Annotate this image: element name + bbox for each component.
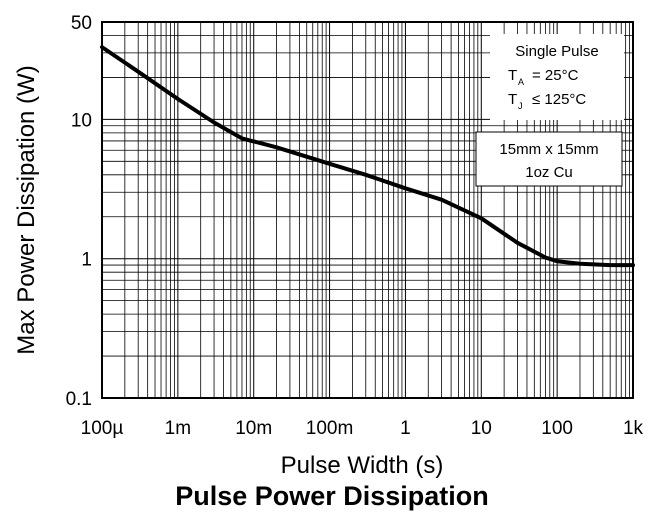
x-axis-label: Pulse Width (s)	[281, 452, 444, 479]
y-tick-label: 0.1	[66, 389, 92, 410]
x-tick-label: 1	[400, 418, 411, 439]
x-tick-label: 100	[541, 418, 573, 439]
chart-title: Pulse Power Dissipation	[175, 481, 489, 511]
annotation-board-size: 15mm x 15mm	[499, 141, 598, 158]
y-axis-label: Max Power Dissipation (W)	[13, 65, 40, 354]
annotation-ta-subscript: A	[518, 77, 524, 87]
annotation-tj-symbol: T	[508, 91, 517, 108]
x-tick-label: 10	[471, 418, 492, 439]
plot-frame	[101, 21, 634, 399]
y-tick-label: 50	[71, 13, 92, 34]
annotation-single-pulse: Single Pulse	[515, 43, 598, 60]
y-tick-label: 10	[71, 110, 92, 131]
x-tick-label: 100m	[306, 418, 354, 439]
annotation-tj-value: ≤ 125°C	[532, 91, 586, 108]
annotation-box-board: 15mm x 15mm 1oz Cu	[475, 131, 623, 187]
annotation-box-board-bg	[475, 131, 623, 187]
x-tick-label: 10m	[235, 418, 272, 439]
y-tick-labels: 0.1 1 10 50	[66, 13, 92, 410]
annotation-box-conditions: Single Pulse T A = 25°C T J ≤ 125°C	[490, 34, 624, 120]
annotation-copper-weight: 1oz Cu	[525, 164, 573, 181]
x-tick-label: 1m	[165, 418, 191, 439]
y-tick-label: 1	[81, 250, 92, 271]
annotation-ta-value: = 25°C	[532, 67, 579, 84]
x-tick-label: 100µ	[81, 418, 124, 439]
x-tick-labels: 100µ 1m 10m 100m 1 10 100 1k	[81, 418, 644, 439]
x-tick-label: 1k	[623, 418, 644, 439]
series-layer	[100, 45, 635, 268]
annotation-tj-subscript: J	[518, 101, 523, 111]
series-line	[100, 45, 635, 268]
annotation-box-conditions-bg	[490, 34, 624, 120]
annotation-ta-symbol: T	[508, 67, 517, 84]
